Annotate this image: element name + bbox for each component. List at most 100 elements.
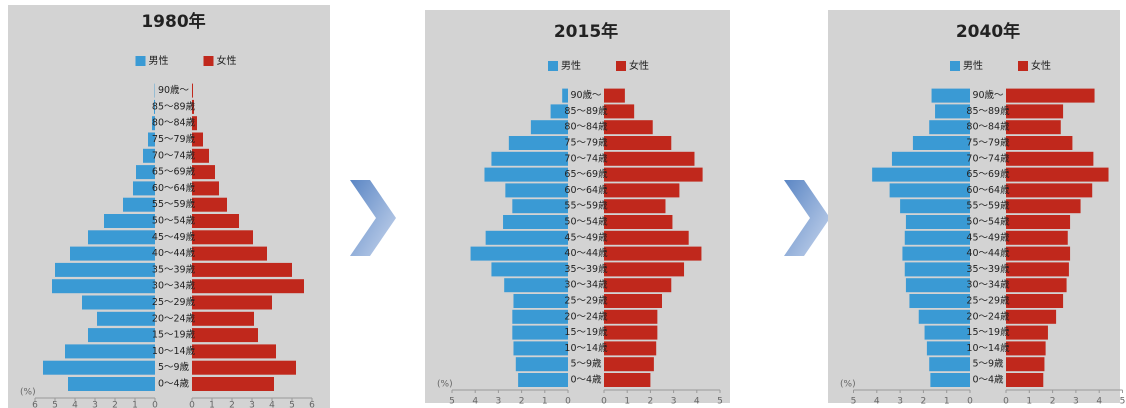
x-tick-label: 3: [496, 397, 502, 407]
bar-female: [604, 294, 662, 308]
category-label: 0～4歳: [972, 374, 1004, 386]
category-label: 10～14歳: [152, 345, 196, 357]
legend-label: 男性: [149, 54, 169, 67]
x-tick-label: 2: [112, 401, 118, 408]
bar-male: [52, 279, 155, 294]
category-label: 90歳～: [158, 84, 190, 96]
x-tick-label: 5: [449, 397, 455, 407]
bar-female: [604, 262, 685, 277]
bar-female: [1006, 136, 1073, 150]
x-tick-label: 5: [851, 397, 857, 407]
x-tick-label: 1: [1026, 397, 1032, 407]
x-tick-label: 3: [92, 401, 98, 408]
bar-male: [512, 325, 568, 340]
category-label: 75～79歳: [564, 137, 608, 149]
x-tick-label: 4: [269, 401, 275, 408]
bar-male: [491, 262, 568, 277]
bar-female: [604, 183, 680, 198]
category-label: 25～29歳: [564, 295, 608, 307]
bar-female: [604, 120, 653, 135]
category-label: 90歳～: [972, 89, 1004, 101]
bar-female: [604, 136, 672, 150]
category-label: 70～74歳: [564, 152, 608, 164]
bar-female: [192, 181, 219, 196]
category-label: 70～74歳: [966, 152, 1010, 164]
category-label: 20～24歳: [564, 310, 608, 322]
bar-female: [1006, 88, 1095, 103]
category-label: 20～24歳: [152, 312, 196, 324]
category-label: 80～84歳: [966, 121, 1010, 133]
bar-female: [1006, 199, 1081, 214]
bar-male: [891, 151, 970, 166]
bar-male: [918, 309, 970, 324]
legend-swatch: [548, 61, 558, 71]
bar-female: [192, 246, 267, 261]
bar-male: [905, 215, 970, 229]
bar-female: [1006, 215, 1071, 229]
category-label: 80～84歳: [564, 121, 608, 133]
bar-female: [192, 262, 292, 277]
x-tick-label: 2: [1050, 397, 1056, 407]
category-label: 85～89歳: [152, 100, 196, 112]
category-label: 50～54歳: [564, 216, 608, 228]
category-label: 30～34歳: [152, 280, 196, 292]
bar-female: [1006, 309, 1057, 324]
category-label: 45～49歳: [152, 231, 196, 243]
bar-male: [912, 136, 970, 150]
bar-female: [1006, 325, 1048, 340]
bar-female: [192, 132, 203, 147]
bar-male: [513, 341, 568, 356]
bar-male: [929, 120, 970, 135]
category-label: 55～59歳: [966, 200, 1010, 212]
category-label: 50～54歳: [966, 216, 1010, 228]
bar-male: [900, 199, 970, 214]
bar-male: [926, 341, 970, 356]
bar-female: [192, 116, 197, 131]
legend-label: 男性: [963, 59, 983, 72]
bar-male: [530, 120, 568, 135]
category-label: 85～89歳: [966, 105, 1010, 117]
x-tick-label: 0: [1003, 397, 1009, 407]
category-label: 85～89歳: [564, 105, 608, 117]
bar-female: [1006, 373, 1044, 387]
x-tick-label: 4: [72, 401, 78, 408]
bar-male: [872, 167, 970, 182]
bar-female: [192, 148, 209, 163]
category-label: 80～84歳: [152, 117, 196, 129]
category-label: 40～44歳: [152, 247, 196, 259]
bar-male: [88, 328, 155, 343]
bar-female: [192, 295, 272, 310]
bar-male: [55, 262, 155, 277]
bar-female: [1006, 357, 1045, 372]
category-label: 5～9歳: [570, 358, 602, 370]
bar-male: [43, 360, 155, 375]
category-label: 20～24歳: [966, 310, 1010, 322]
bar-male: [931, 88, 970, 103]
chart-title: 2040年: [956, 21, 1020, 42]
category-label: 65～69歳: [966, 168, 1010, 180]
category-label: 35～39歳: [564, 263, 608, 275]
category-label: 15～19歳: [564, 326, 608, 338]
category-label: 65～69歳: [152, 166, 196, 178]
bar-male: [889, 183, 970, 198]
bar-female: [192, 377, 274, 391]
x-tick-label: 1: [132, 401, 138, 408]
bar-male: [104, 214, 155, 228]
category-label: 30～34歳: [966, 279, 1010, 291]
category-label: 60～64歳: [152, 182, 196, 194]
bar-female: [192, 197, 227, 212]
chart-title: 1980年: [141, 11, 205, 32]
bar-female: [192, 83, 193, 98]
bar-female: [1006, 151, 1094, 166]
x-tick-label: 5: [1120, 397, 1126, 407]
bar-male: [924, 325, 970, 340]
bar-male: [123, 197, 155, 212]
category-label: 40～44歳: [564, 247, 608, 259]
legend-swatch: [1018, 61, 1028, 71]
bar-female: [604, 309, 658, 324]
bar-male: [503, 215, 568, 229]
bar-male: [935, 104, 970, 119]
bar-female: [1006, 294, 1064, 308]
x-tick-label: 6: [32, 401, 38, 408]
